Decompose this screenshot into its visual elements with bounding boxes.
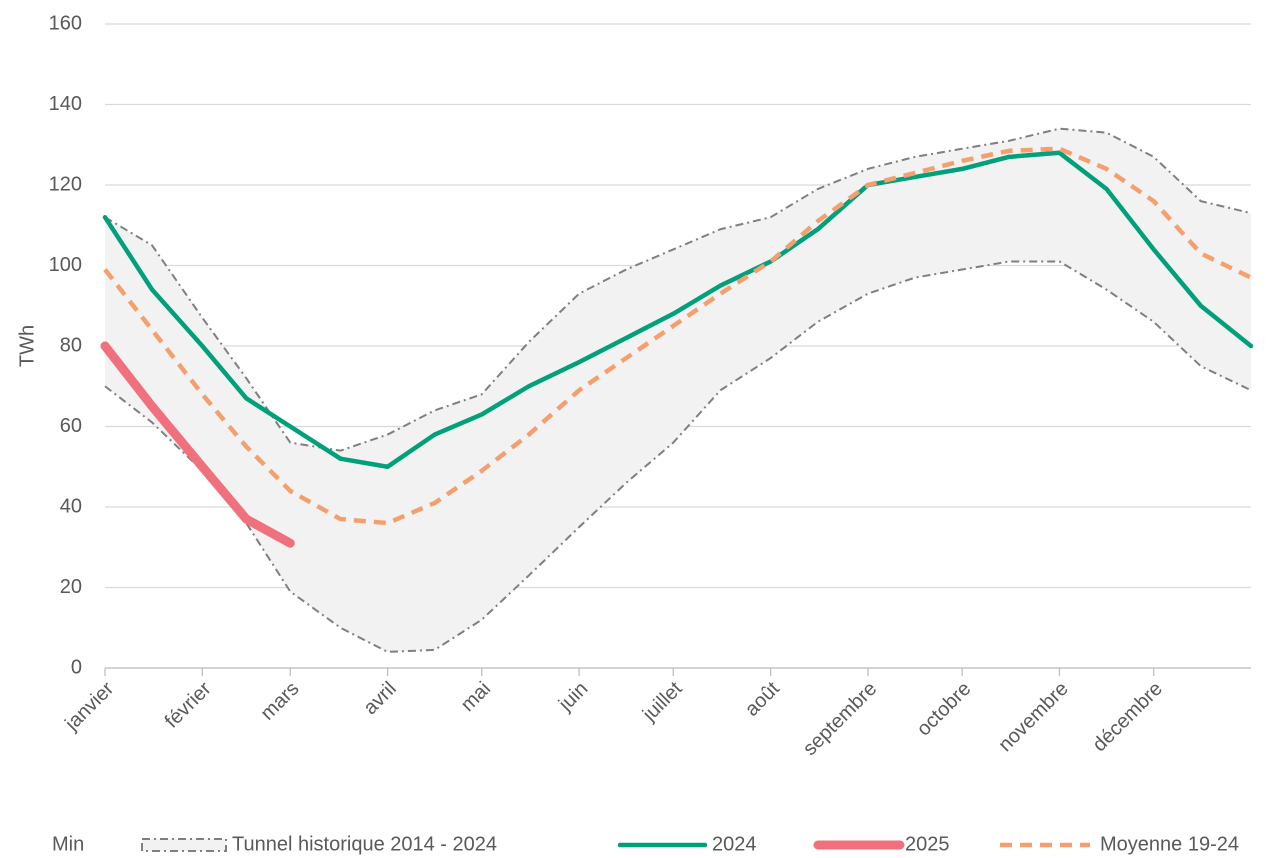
tunnel-edge — [104, 127, 1252, 452]
x-tick-label: août — [741, 677, 784, 720]
y-tick-label: 0 — [71, 656, 82, 678]
tunnel-edge — [104, 260, 1252, 653]
y-tick-label: 120 — [49, 173, 82, 195]
x-tick-label: décembre — [1088, 678, 1166, 756]
x-tick-label: juin — [554, 678, 592, 716]
y-tick-label: 140 — [49, 93, 82, 115]
x-tick-label: mai — [457, 678, 495, 716]
series-line — [103, 146, 1252, 526]
x-tick-label: septembre — [799, 678, 881, 760]
series-line — [102, 150, 1254, 469]
x-tick-label: avril — [359, 678, 400, 719]
y-axis-label: TWh — [16, 325, 38, 367]
y-tick-label: 160 — [49, 12, 82, 34]
legend-swatch — [141, 838, 227, 852]
y-tick-label: 20 — [60, 576, 82, 598]
series-line — [100, 341, 295, 548]
x-tick-label: novembre — [994, 678, 1072, 756]
legend-label: Min — [52, 833, 84, 855]
x-tick-label: janvier — [60, 677, 118, 735]
y-tick-label: 40 — [60, 495, 82, 517]
y-tick-label: 60 — [60, 415, 82, 437]
tunnel-area — [105, 128, 1251, 652]
legend-label: 2025 — [905, 833, 950, 855]
y-tick-label: 100 — [49, 254, 82, 276]
legend-label: Moyenne 19-24 — [1100, 833, 1239, 855]
y-tick-label: 80 — [60, 334, 82, 356]
legend-label: 2024 — [712, 833, 757, 855]
x-tick-label: octobre — [913, 678, 976, 741]
x-tick-label: février — [161, 677, 216, 732]
x-tick-label: juillet — [638, 677, 687, 726]
x-tick-label: mars — [257, 678, 304, 725]
legend-label: Tunnel historique 2014 - 2024 — [232, 833, 497, 855]
